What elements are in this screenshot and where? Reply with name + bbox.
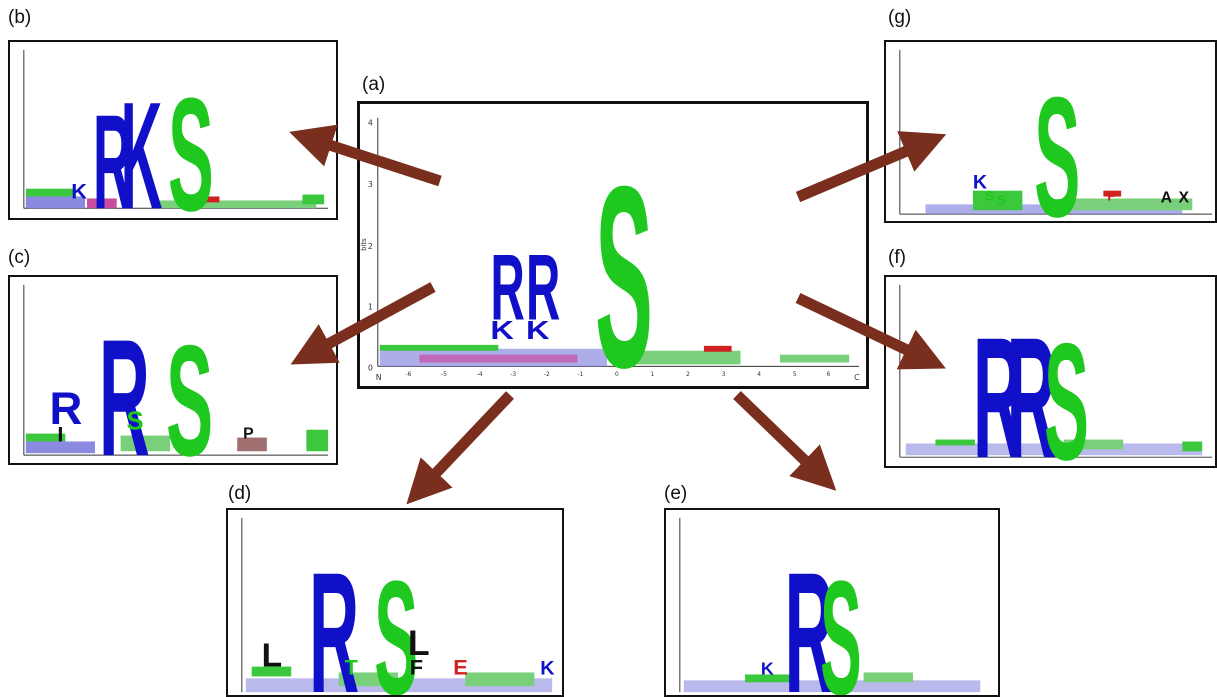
logo-d-letter-f: F	[410, 655, 423, 680]
x-tick-m4: -4	[477, 372, 483, 378]
arrow-to-e	[733, 391, 837, 491]
x-tick-n: N	[376, 373, 382, 382]
sequence-logo-panel-c: R I R S S P	[8, 275, 338, 465]
sequence-logo-panel-a: 4 3 2 1 0 bits K K R R S N -6 -5 -4 -3 -…	[357, 101, 869, 389]
logo-b-graphic: K R K S	[23, 49, 329, 218]
logo-e-letter-r: R	[785, 536, 835, 695]
arrow-to-b	[289, 124, 442, 187]
logo-d-letter-l: L	[408, 623, 430, 663]
logo-c-letter-s: S	[166, 312, 213, 463]
logo-c-letter-i: I	[57, 422, 63, 447]
sequence-logo-panel-f: R R S	[884, 275, 1217, 468]
logo-d-letter-l-small: L	[262, 638, 283, 675]
y-tick-4: 4	[368, 119, 373, 128]
x-tick-m1: -1	[577, 372, 583, 378]
x-tick-4: 4	[757, 372, 761, 378]
panel-label-d: (d)	[228, 483, 252, 504]
logo-g-letter-p: P	[1107, 189, 1116, 204]
panel-label-g: (g)	[888, 7, 912, 28]
logo-c-graphic: R I R S S P	[23, 284, 329, 463]
x-tick-0: 0	[615, 372, 619, 378]
logo-f-letter-s: S	[1044, 308, 1089, 466]
logo-a-letter-k-2: K	[526, 316, 550, 345]
logo-d-letter-r: R	[309, 536, 359, 695]
y-tick-0: 0	[368, 363, 373, 372]
arrow-to-c	[290, 282, 436, 365]
x-tick-c: C	[854, 373, 860, 382]
x-tick-6: 6	[826, 372, 830, 378]
logo-d-graphic: L R T S L F E K	[241, 517, 555, 695]
x-tick-1: 1	[651, 372, 655, 378]
panel-label-a: (a)	[362, 74, 386, 95]
panel-label-b: (b)	[8, 7, 32, 28]
x-tick-m2: -2	[544, 372, 550, 378]
logo-g-letter-s-small-2: S	[997, 192, 1006, 207]
y-tick-3: 3	[368, 180, 373, 189]
logo-g-letter-a: A	[1161, 189, 1172, 206]
logo-a-letter-r-2: R	[526, 235, 560, 340]
panel-label-e: (e)	[664, 483, 688, 504]
logo-g-graphic: K S S P A X S	[899, 49, 1213, 221]
logo-e-letter-s: S	[820, 547, 862, 695]
x-tick-m5: -5	[441, 372, 447, 378]
logo-b-letter-r: R	[93, 86, 132, 218]
logo-b-letter-s: S	[168, 66, 214, 218]
logo-a-x-ticks: N -6 -5 -4 -3 -2 -1 0 1 2 3 4 5 6 C	[376, 372, 860, 382]
logo-a-letter-k-1: K	[490, 316, 514, 345]
x-tick-2: 2	[686, 372, 690, 378]
logo-c-letter-s-small: S	[127, 408, 144, 436]
arrow-to-g	[795, 131, 947, 203]
logo-e-letter-k: K	[761, 659, 774, 679]
logo-f-graphic: R R S	[899, 284, 1213, 466]
logo-g-letter-x: X	[1178, 189, 1189, 206]
logo-d-letter-s: S	[374, 548, 418, 695]
logo-g-letter-s-small-1: S	[985, 189, 994, 204]
logo-d-letter-e: E	[453, 655, 468, 680]
logo-a-graphic: 4 3 2 1 0 bits K K R R S N -6 -5 -4 -3 -…	[360, 117, 860, 386]
logo-f-letter-r-2: R	[1007, 301, 1057, 466]
logo-g-letter-s: S	[1034, 61, 1080, 221]
logo-e-graphic: K R S	[679, 517, 981, 695]
logo-a-letter-s: S	[595, 132, 653, 386]
y-tick-2: 2	[368, 242, 373, 251]
arrow-to-d	[406, 391, 514, 505]
logo-f-letter-r-1: R	[973, 301, 1023, 466]
sequence-logo-panel-e: K R S	[664, 508, 1000, 697]
x-tick-3: 3	[722, 372, 726, 378]
logo-b-letter-k: K	[121, 72, 163, 218]
y-tick-1: 1	[368, 303, 373, 312]
x-tick-5: 5	[793, 372, 797, 378]
panel-label-c: (c)	[8, 247, 31, 268]
logo-a-y-ticks: 4 3 2 1 0 bits	[360, 119, 373, 373]
logo-d-letter-t: T	[345, 655, 358, 680]
logo-b-letter-k-small: K	[71, 179, 87, 204]
x-tick-m3: -3	[510, 372, 516, 378]
logo-c-letter-r-small: R	[50, 383, 83, 434]
logo-c-letter-r: R	[99, 305, 150, 463]
logo-g-letter-k: K	[973, 172, 988, 194]
logo-c-letter-p: P	[243, 426, 254, 443]
x-tick-m6: -6	[405, 372, 411, 378]
logo-d-letter-k: K	[540, 658, 555, 680]
logo-a-letter-r-1: R	[490, 235, 524, 340]
panel-label-f: (f)	[888, 247, 906, 268]
arrow-to-f	[795, 293, 946, 370]
sequence-logo-panel-d: L R T S L F E K	[226, 508, 564, 697]
y-axis-title: bits	[360, 238, 368, 251]
sequence-logo-panel-b: K R K S	[8, 40, 338, 220]
